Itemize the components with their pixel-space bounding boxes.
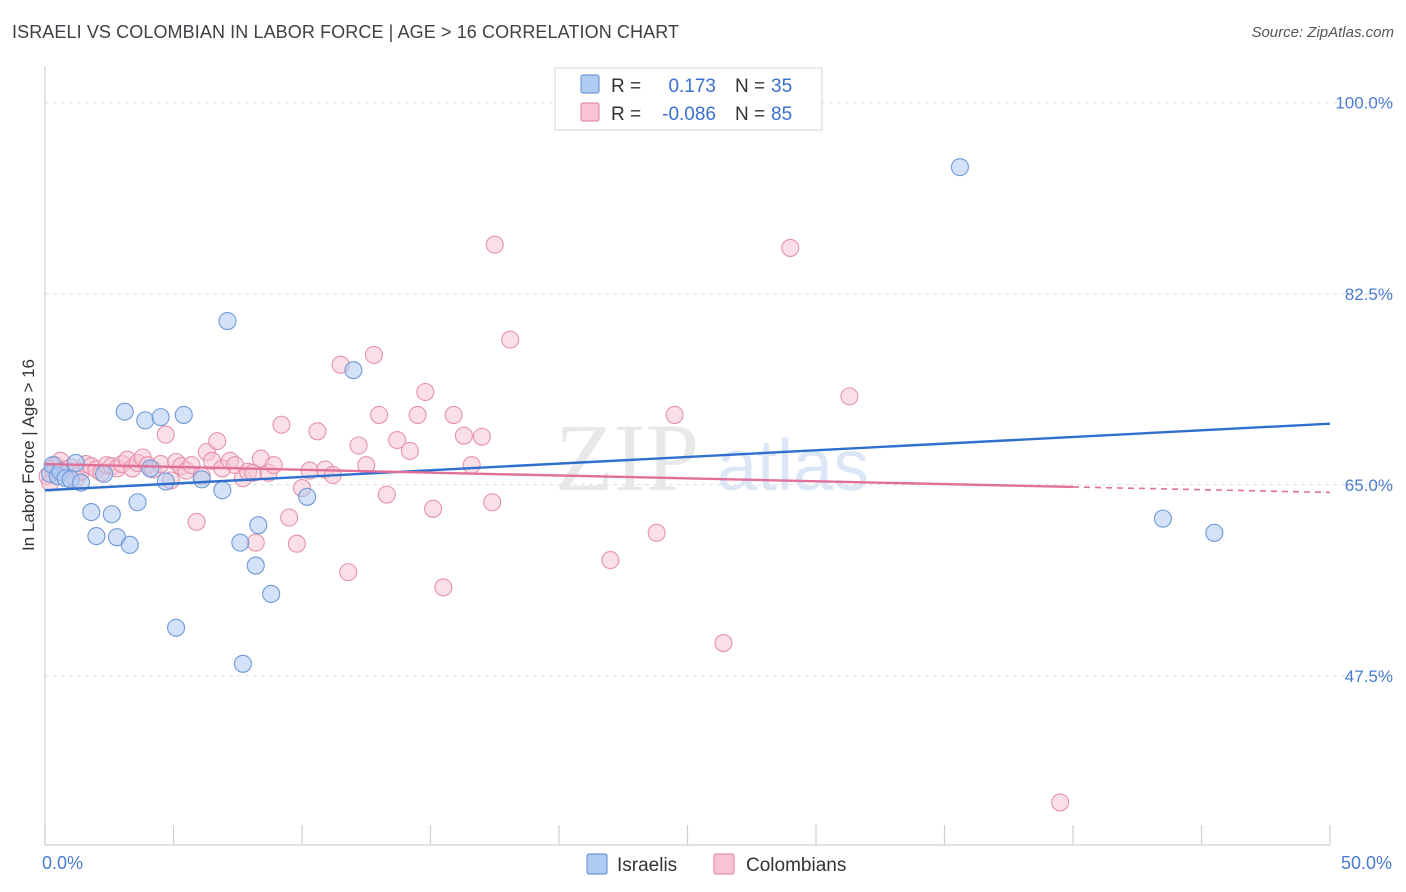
- data-point-colombians: [483, 493, 502, 512]
- x-tick-label: 50.0%: [1341, 853, 1392, 873]
- trend-lines: [44, 422, 1331, 494]
- legend-swatch-israelis: [586, 853, 608, 875]
- data-point-colombians: [187, 512, 206, 531]
- y-tick-label: 100.0%: [1335, 94, 1393, 113]
- data-point-colombians: [454, 426, 473, 445]
- legend-n-value-colombians: 85: [771, 104, 792, 125]
- data-point-colombians: [349, 436, 368, 455]
- data-point-israelis: [71, 473, 91, 492]
- data-point-israelis: [174, 405, 193, 424]
- data-point-israelis: [87, 527, 106, 546]
- data-point-colombians: [264, 456, 283, 475]
- data-point-colombians: [501, 330, 520, 349]
- data-point-colombians: [714, 634, 733, 653]
- y-tick-label: 82.5%: [1345, 285, 1393, 304]
- data-point-colombians: [208, 432, 227, 451]
- data-point-colombians: [444, 405, 463, 424]
- data-point-israelis: [1205, 523, 1224, 542]
- data-point-colombians: [370, 405, 389, 424]
- data-point-colombians: [601, 551, 620, 570]
- trend-line-extension-colombians: [1072, 486, 1331, 494]
- axes: 100.0% 82.5% 65.0% 47.5% 0.0% 50.0%: [42, 66, 1393, 873]
- legend-label-colombians: Colombians: [746, 855, 846, 876]
- trend-line-israelis: [44, 422, 1331, 492]
- x-tick-label: 0.0%: [42, 853, 83, 873]
- data-point-colombians: [339, 563, 358, 582]
- data-point-israelis: [66, 453, 85, 473]
- data-point-israelis: [246, 556, 265, 575]
- data-point-israelis: [249, 516, 268, 535]
- data-point-colombians: [840, 387, 859, 406]
- data-point-israelis: [213, 481, 232, 500]
- data-point-israelis: [95, 464, 114, 483]
- data-point-colombians: [287, 534, 306, 553]
- data-point-colombians: [308, 422, 327, 441]
- data-point-israelis: [102, 505, 121, 524]
- correlation-legend: R = 0.173 N = 35 R = -0.086 N = 85: [554, 67, 823, 131]
- data-point-israelis: [344, 361, 363, 380]
- legend-swatch-israelis: [580, 74, 600, 94]
- trend-line-colombians: [44, 462, 1074, 489]
- grid-lines: [45, 102, 1395, 677]
- data-point-colombians: [377, 485, 396, 504]
- data-point-colombians: [1051, 793, 1070, 812]
- data-point-israelis: [950, 158, 969, 177]
- data-point-colombians: [472, 427, 491, 446]
- data-point-colombians: [462, 456, 481, 475]
- legend-label-israelis: Israelis: [617, 855, 677, 876]
- data-point-israelis: [141, 459, 160, 478]
- data-point-israelis: [156, 472, 175, 491]
- data-point-colombians: [665, 405, 684, 424]
- legend-n-label: N =: [735, 104, 765, 125]
- data-point-colombians: [364, 345, 384, 364]
- legend-n-label: N =: [735, 76, 765, 97]
- data-point-israelis: [128, 493, 147, 512]
- legend-r-value-colombians: -0.086: [662, 104, 716, 125]
- data-point-colombians: [416, 382, 435, 402]
- y-tick-label: 65.0%: [1345, 476, 1393, 495]
- data-points: [38, 158, 1224, 812]
- data-point-colombians: [647, 523, 666, 542]
- legend-n-value-israelis: 35: [771, 76, 792, 97]
- data-point-colombians: [156, 425, 175, 444]
- data-point-israelis: [298, 487, 317, 506]
- data-point-israelis: [192, 470, 211, 489]
- y-tick-label: 47.5%: [1345, 667, 1393, 686]
- data-point-israelis: [233, 654, 252, 673]
- data-point-israelis: [115, 402, 134, 421]
- data-point-colombians: [280, 508, 299, 527]
- y-axis-label: In Labor Force | Age > 16: [19, 359, 38, 551]
- data-point-israelis: [167, 618, 186, 637]
- legend-swatch-colombians: [580, 102, 600, 122]
- data-point-colombians: [272, 415, 291, 434]
- chart-title: ISRAELI VS COLOMBIAN IN LABOR FORCE | AG…: [12, 22, 680, 42]
- data-point-israelis: [82, 503, 101, 522]
- data-point-colombians: [246, 533, 265, 552]
- data-point-israelis: [262, 584, 281, 603]
- series-legend: Israelis Colombians: [586, 853, 846, 876]
- data-point-colombians: [781, 238, 800, 257]
- watermark-atlas: atlas: [717, 426, 869, 506]
- data-point-colombians: [408, 405, 427, 424]
- legend-swatch-colombians: [713, 853, 735, 875]
- legend-r-value-israelis: 0.173: [668, 76, 716, 97]
- data-point-colombians: [388, 430, 407, 450]
- data-point-israelis: [136, 411, 155, 430]
- data-point-colombians: [400, 441, 419, 461]
- legend-r-label: R =: [611, 104, 641, 125]
- data-point-israelis: [120, 535, 139, 554]
- data-point-israelis: [231, 533, 250, 552]
- legend-r-label: R =: [611, 76, 641, 97]
- source-label: Source: ZipAtlas.com: [1251, 24, 1394, 41]
- data-point-israelis: [151, 408, 170, 427]
- data-point-colombians: [485, 235, 504, 254]
- data-point-israelis: [1153, 509, 1172, 528]
- data-point-colombians: [434, 578, 453, 597]
- data-point-israelis: [218, 312, 237, 331]
- data-point-colombians: [424, 499, 443, 518]
